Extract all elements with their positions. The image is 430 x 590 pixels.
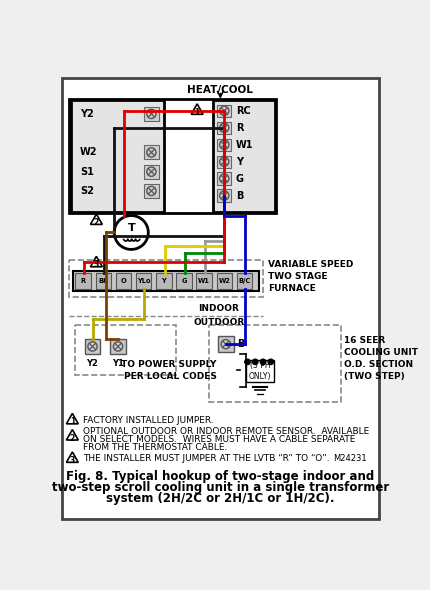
Circle shape <box>245 359 250 365</box>
Bar <box>218 336 233 352</box>
Bar <box>209 325 341 402</box>
Bar <box>73 271 259 291</box>
Text: 1: 1 <box>194 108 200 117</box>
Circle shape <box>147 186 156 195</box>
Polygon shape <box>66 414 78 424</box>
Text: TO POWER SUPPLY
PER LOCAL CODES: TO POWER SUPPLY PER LOCAL CODES <box>121 360 216 381</box>
Text: RC: RC <box>236 106 251 116</box>
Text: T: T <box>127 223 135 233</box>
Text: 2: 2 <box>94 218 99 227</box>
Bar <box>217 189 231 202</box>
Text: FACTORY INSTALLED JUMPER.: FACTORY INSTALLED JUMPER. <box>83 416 214 425</box>
Bar <box>217 156 231 168</box>
Bar <box>69 260 263 297</box>
Circle shape <box>114 215 148 250</box>
Text: (3 PH
ONLY): (3 PH ONLY) <box>249 361 271 381</box>
Circle shape <box>88 342 97 351</box>
Circle shape <box>220 123 229 132</box>
Text: O: O <box>121 278 126 284</box>
Polygon shape <box>66 430 78 440</box>
Text: W2: W2 <box>80 148 98 158</box>
Circle shape <box>260 359 266 365</box>
Bar <box>75 325 176 375</box>
Text: system (2H/2C or 2H/1C or 1H/2C).: system (2H/2C or 2H/1C or 1H/2C). <box>106 492 335 505</box>
Bar <box>71 100 164 212</box>
Text: W1: W1 <box>236 140 253 150</box>
Text: OPTIONAL OUTDOOR OR INDOOR REMOTE SENSOR.  AVAILABLE: OPTIONAL OUTDOOR OR INDOOR REMOTE SENSOR… <box>83 427 369 437</box>
Text: BK: BK <box>98 278 108 284</box>
Circle shape <box>220 140 229 149</box>
Polygon shape <box>66 452 78 463</box>
Bar <box>95 273 111 290</box>
Text: W1: W1 <box>198 278 210 284</box>
Text: 2: 2 <box>70 434 75 442</box>
Text: G: G <box>181 278 187 284</box>
Bar <box>212 100 275 212</box>
Bar <box>217 172 231 185</box>
Text: Y2: Y2 <box>86 359 98 368</box>
Text: W2: W2 <box>218 278 230 284</box>
Text: 1: 1 <box>70 417 75 427</box>
Text: S2: S2 <box>80 186 94 196</box>
Circle shape <box>147 148 156 157</box>
Text: YLo: YLo <box>137 278 150 284</box>
Bar <box>136 273 151 290</box>
Bar <box>144 107 159 121</box>
Bar <box>246 360 274 382</box>
Text: Y: Y <box>236 157 243 166</box>
Text: Y1: Y1 <box>112 359 124 368</box>
Bar <box>156 273 172 290</box>
Bar <box>217 139 231 151</box>
Bar <box>197 273 212 290</box>
Text: Y: Y <box>161 278 166 284</box>
Circle shape <box>220 157 229 166</box>
Bar <box>217 104 231 117</box>
Bar <box>111 339 126 354</box>
Bar <box>75 273 91 290</box>
Text: INDOOR: INDOOR <box>198 304 239 313</box>
Bar <box>85 339 100 354</box>
Text: ON SELECT MODELS.  WIRES MUST HAVE A CABLE SEPARATE: ON SELECT MODELS. WIRES MUST HAVE A CABL… <box>83 435 356 444</box>
Text: R: R <box>236 123 243 133</box>
Bar <box>144 184 159 198</box>
Polygon shape <box>90 257 102 267</box>
Bar <box>217 122 231 134</box>
Text: 3: 3 <box>94 260 99 270</box>
Text: S1: S1 <box>80 166 94 176</box>
Bar <box>176 273 192 290</box>
Bar <box>116 273 131 290</box>
Bar <box>144 165 159 179</box>
Bar <box>69 99 276 213</box>
Text: 16 SEER
COOLING UNIT
O.D. SECTION
(TWO STEP): 16 SEER COOLING UNIT O.D. SECTION (TWO S… <box>344 336 418 381</box>
Circle shape <box>220 106 229 116</box>
Bar <box>216 273 232 290</box>
Circle shape <box>147 109 156 119</box>
Text: FROM THE THERMOSTAT CABLE.: FROM THE THERMOSTAT CABLE. <box>83 443 227 452</box>
Bar <box>237 273 252 290</box>
Text: R: R <box>81 278 86 284</box>
Circle shape <box>220 191 229 200</box>
Text: G: G <box>236 173 244 183</box>
Text: Fig. 8. Typical hookup of two-stage indoor and: Fig. 8. Typical hookup of two-stage indo… <box>66 470 375 483</box>
Circle shape <box>252 359 258 365</box>
Text: two-step scroll cooling unit in a single transformer: two-step scroll cooling unit in a single… <box>52 481 389 494</box>
Polygon shape <box>90 214 102 224</box>
Text: B: B <box>237 339 244 349</box>
Circle shape <box>268 359 273 365</box>
Circle shape <box>147 167 156 176</box>
Text: M24231: M24231 <box>333 454 366 463</box>
Circle shape <box>114 342 123 351</box>
Text: VARIABLE SPEED
TWO STAGE
FURNACE: VARIABLE SPEED TWO STAGE FURNACE <box>267 260 353 293</box>
Text: THE INSTALLER MUST JUMPER AT THE LVTB “R” TO “O”.: THE INSTALLER MUST JUMPER AT THE LVTB “R… <box>83 454 330 463</box>
Text: B: B <box>236 191 243 201</box>
Text: HEAT/COOL: HEAT/COOL <box>187 84 253 94</box>
Text: B/C: B/C <box>238 278 251 284</box>
Text: OUTDOOR: OUTDOOR <box>193 318 244 327</box>
Bar <box>144 146 159 159</box>
Text: 3: 3 <box>70 456 75 465</box>
Circle shape <box>220 174 229 183</box>
Circle shape <box>221 339 230 349</box>
Text: Y2: Y2 <box>80 109 94 119</box>
Polygon shape <box>191 104 203 114</box>
